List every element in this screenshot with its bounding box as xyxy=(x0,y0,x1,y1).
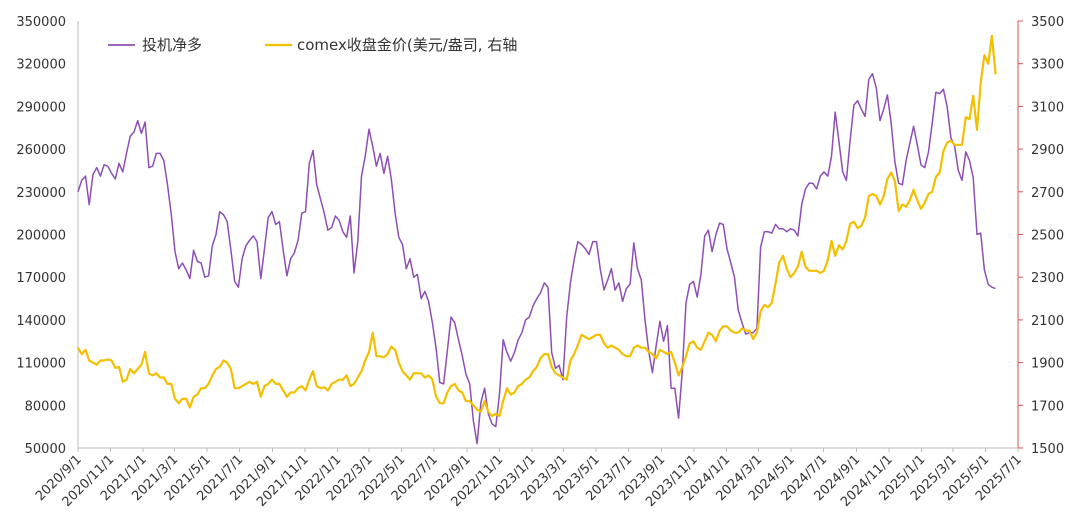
right-tick-label-4: 2300 xyxy=(1031,271,1064,286)
right-tick-label-1: 1700 xyxy=(1031,399,1064,414)
right-tick-label-3: 2100 xyxy=(1031,314,1064,329)
right-tick-label-0: 1500 xyxy=(1031,442,1064,457)
series-layer xyxy=(77,34,997,445)
series-line-speculative-net-long xyxy=(77,72,996,445)
left-tick-label-0: 50000 xyxy=(25,442,66,457)
left-tick-label-5: 200000 xyxy=(16,229,66,244)
legend-label-speculative-net-long: 投机净多 xyxy=(142,36,202,54)
right-tick-label-8: 3100 xyxy=(1031,100,1064,115)
left-tick-label-6: 230000 xyxy=(16,186,66,201)
legend: 投机净多 comex收盘金价(美元/盎司, 右轴 xyxy=(108,36,517,54)
left-tick-label-2: 110000 xyxy=(16,357,66,372)
legend-label-comex-gold-price: comex收盘金价(美元/盎司, 右轴 xyxy=(297,36,517,54)
left-tick-label-3: 140000 xyxy=(16,314,66,329)
right-tick-label-5: 2500 xyxy=(1031,229,1064,244)
left-tick-label-1: 80000 xyxy=(25,399,66,414)
left-tick-label-7: 260000 xyxy=(16,143,66,158)
right-tick-label-2: 1900 xyxy=(1031,357,1064,372)
right-tick-label-10: 3500 xyxy=(1031,15,1064,30)
right-tick-label-7: 2900 xyxy=(1031,143,1064,158)
series-line-comex-gold-price xyxy=(77,34,997,418)
right-tick-label-9: 3300 xyxy=(1031,58,1064,73)
left-tick-label-9: 320000 xyxy=(16,58,66,73)
axes: 50000 80000 110000 140000 170000 200000 230000… xyxy=(16,15,1064,510)
left-tick-label-8: 290000 xyxy=(16,100,66,115)
left-tick-label-10: 350000 xyxy=(16,15,66,30)
left-tick-label-4: 170000 xyxy=(16,271,66,286)
right-tick-label-6: 2700 xyxy=(1031,186,1064,201)
